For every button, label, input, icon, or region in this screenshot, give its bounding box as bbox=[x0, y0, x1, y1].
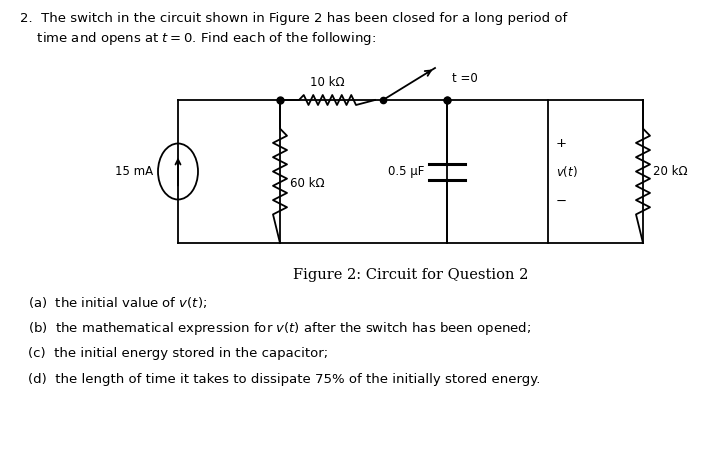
Text: $v(t)$: $v(t)$ bbox=[556, 164, 578, 179]
Text: 10 kΩ: 10 kΩ bbox=[310, 76, 345, 88]
Text: (d)  the length of time it takes to dissipate 75% of the initially stored energy: (d) the length of time it takes to dissi… bbox=[28, 373, 540, 386]
Text: 20 kΩ: 20 kΩ bbox=[653, 165, 688, 178]
Text: +: + bbox=[556, 137, 567, 150]
Text: 15 mA: 15 mA bbox=[115, 165, 153, 178]
Text: Figure 2: Circuit for Question 2: Figure 2: Circuit for Question 2 bbox=[293, 268, 529, 282]
Text: −: − bbox=[556, 195, 567, 208]
Text: 0.5 μF: 0.5 μF bbox=[387, 165, 424, 178]
Text: time and opens at $t = 0$. Find each of the following:: time and opens at $t = 0$. Find each of … bbox=[20, 30, 376, 47]
Text: (a)  the initial value of $v(t)$;: (a) the initial value of $v(t)$; bbox=[28, 295, 207, 310]
Text: 2.  The switch in the circuit shown in Figure 2 has been closed for a long perio: 2. The switch in the circuit shown in Fi… bbox=[20, 12, 567, 25]
Text: (b)  the mathematical expression for $v(t)$ after the switch has been opened;: (b) the mathematical expression for $v(t… bbox=[28, 320, 531, 337]
Text: (c)  the initial energy stored in the capacitor;: (c) the initial energy stored in the cap… bbox=[28, 347, 328, 360]
Text: t =0: t =0 bbox=[452, 72, 478, 85]
Text: 60 kΩ: 60 kΩ bbox=[290, 177, 325, 190]
